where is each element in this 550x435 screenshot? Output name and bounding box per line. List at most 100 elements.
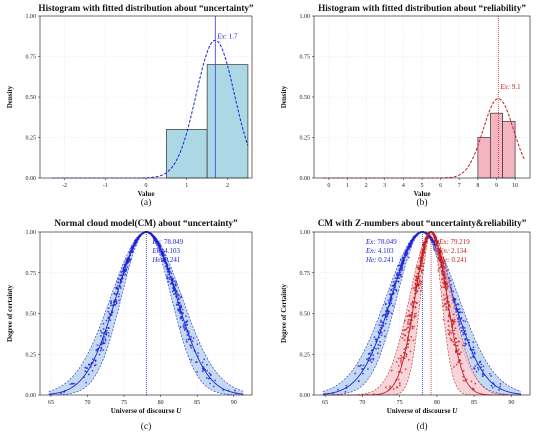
panel-caption: (b) bbox=[416, 197, 427, 208]
cloud-drop bbox=[455, 341, 458, 344]
cloud-drop bbox=[90, 363, 93, 366]
cloud-drop bbox=[170, 272, 173, 275]
cloud-drop bbox=[391, 290, 394, 292]
cloud-param-he: He: 0.241 bbox=[365, 256, 395, 264]
cloud-param-en: En: 2.134 bbox=[438, 247, 467, 255]
cloud-drop bbox=[464, 344, 467, 347]
cloud-drop bbox=[445, 308, 448, 311]
cloud-drop bbox=[107, 327, 110, 330]
cloud-param-he: He: 0.241 bbox=[438, 256, 468, 264]
cloud-drop bbox=[421, 254, 424, 256]
cloud-drop bbox=[419, 289, 422, 292]
x-tick-label: 8 bbox=[476, 183, 479, 189]
cloud-drop bbox=[472, 346, 475, 349]
cloud-drop bbox=[474, 365, 477, 368]
cloud-drop bbox=[397, 274, 400, 277]
cloud-drop bbox=[383, 335, 386, 338]
cloud-drop bbox=[409, 323, 411, 326]
cloud-drop bbox=[464, 338, 467, 341]
cloud-drop bbox=[385, 316, 387, 319]
cloud-drop bbox=[460, 326, 462, 329]
cloud-drop bbox=[432, 240, 434, 242]
cloud-drop bbox=[162, 254, 165, 257]
cloud-drop bbox=[136, 236, 139, 239]
cloud-drop bbox=[494, 384, 496, 387]
cloud-param-he: He: 0.241 bbox=[151, 256, 181, 264]
y-tick-label: 0.75 bbox=[300, 55, 311, 61]
cloud-drop bbox=[196, 371, 199, 373]
cloud-drop bbox=[379, 330, 382, 333]
cloud-drop bbox=[398, 384, 401, 387]
cloud-drop bbox=[179, 316, 182, 319]
cloud-drop bbox=[403, 256, 405, 259]
cloud-drop bbox=[415, 312, 417, 315]
cloud-drop bbox=[453, 329, 456, 332]
cloud-drop bbox=[442, 318, 445, 321]
x-tick-label: 85 bbox=[194, 400, 200, 406]
cloud-drop bbox=[482, 369, 485, 372]
cloud-drop bbox=[168, 278, 171, 281]
cloud-drop bbox=[454, 327, 457, 330]
y-tick-label: 0.50 bbox=[26, 95, 37, 101]
cloud-drop bbox=[409, 350, 412, 353]
cloud-drop bbox=[182, 312, 184, 315]
cloud-drop bbox=[190, 335, 192, 338]
cloud-drop bbox=[384, 322, 387, 325]
cloud-drop bbox=[133, 241, 136, 244]
cloud-drop bbox=[92, 361, 94, 364]
cloud-drop bbox=[119, 287, 122, 289]
x-axis-variable: U bbox=[174, 407, 182, 415]
cloud-drop bbox=[361, 372, 364, 375]
cloud-drop bbox=[373, 336, 376, 338]
x-axis-label: Value bbox=[138, 190, 155, 198]
cloud-drop bbox=[416, 301, 418, 304]
cloud-drop bbox=[165, 261, 168, 264]
cloud-drop bbox=[87, 373, 90, 376]
cloud-drop bbox=[104, 338, 107, 341]
cloud-drop bbox=[444, 267, 446, 270]
cloud-drop bbox=[111, 311, 114, 314]
cloud-drop bbox=[452, 321, 455, 324]
cloud-drop bbox=[374, 338, 377, 341]
cloud-drop bbox=[440, 286, 443, 289]
cloud-drop bbox=[417, 284, 420, 287]
cloud-drop bbox=[470, 380, 473, 383]
cloud-drop bbox=[406, 339, 409, 342]
cloud-drop bbox=[100, 347, 103, 350]
cloud-drop bbox=[462, 319, 465, 322]
cloud-drop bbox=[126, 258, 129, 261]
cloud-drop bbox=[455, 348, 458, 350]
cloud-drop bbox=[133, 239, 136, 242]
cloud-drop bbox=[392, 287, 395, 290]
cloud-drop bbox=[179, 302, 181, 304]
cloud-drop bbox=[110, 314, 112, 317]
cloud-drop bbox=[458, 315, 460, 317]
x-tick-label: 70 bbox=[359, 400, 365, 406]
cloud-drop bbox=[122, 272, 124, 275]
cloud-drop bbox=[177, 309, 179, 311]
y-tick-label: 0.50 bbox=[26, 312, 37, 318]
chart-title: CM with Z-numbers about “uncertainty&rel… bbox=[318, 218, 527, 228]
cloud-drop bbox=[399, 271, 402, 274]
cloud-drop bbox=[482, 372, 485, 375]
cloud-drop bbox=[206, 363, 208, 366]
cloud-drop bbox=[358, 365, 361, 368]
cloud-drop bbox=[382, 322, 385, 325]
cloud-drop bbox=[390, 294, 393, 297]
cloud-drop bbox=[403, 357, 406, 360]
cloud-drop bbox=[183, 326, 185, 329]
cloud-drop bbox=[157, 244, 160, 247]
cloud-drop bbox=[438, 256, 440, 259]
cloud-drop bbox=[400, 363, 403, 366]
cloud-drop bbox=[385, 386, 387, 389]
cloud-drop bbox=[395, 277, 398, 280]
cloud-drop bbox=[157, 242, 160, 245]
panel-caption: (c) bbox=[141, 421, 152, 432]
cloud-drop bbox=[455, 307, 458, 310]
cloud-drop bbox=[392, 304, 394, 307]
cloud-drop bbox=[410, 335, 413, 338]
cloud-drop bbox=[380, 324, 383, 327]
cloud-drop bbox=[357, 365, 360, 367]
cloud-drop bbox=[83, 376, 85, 379]
cloud-drop bbox=[450, 320, 453, 323]
